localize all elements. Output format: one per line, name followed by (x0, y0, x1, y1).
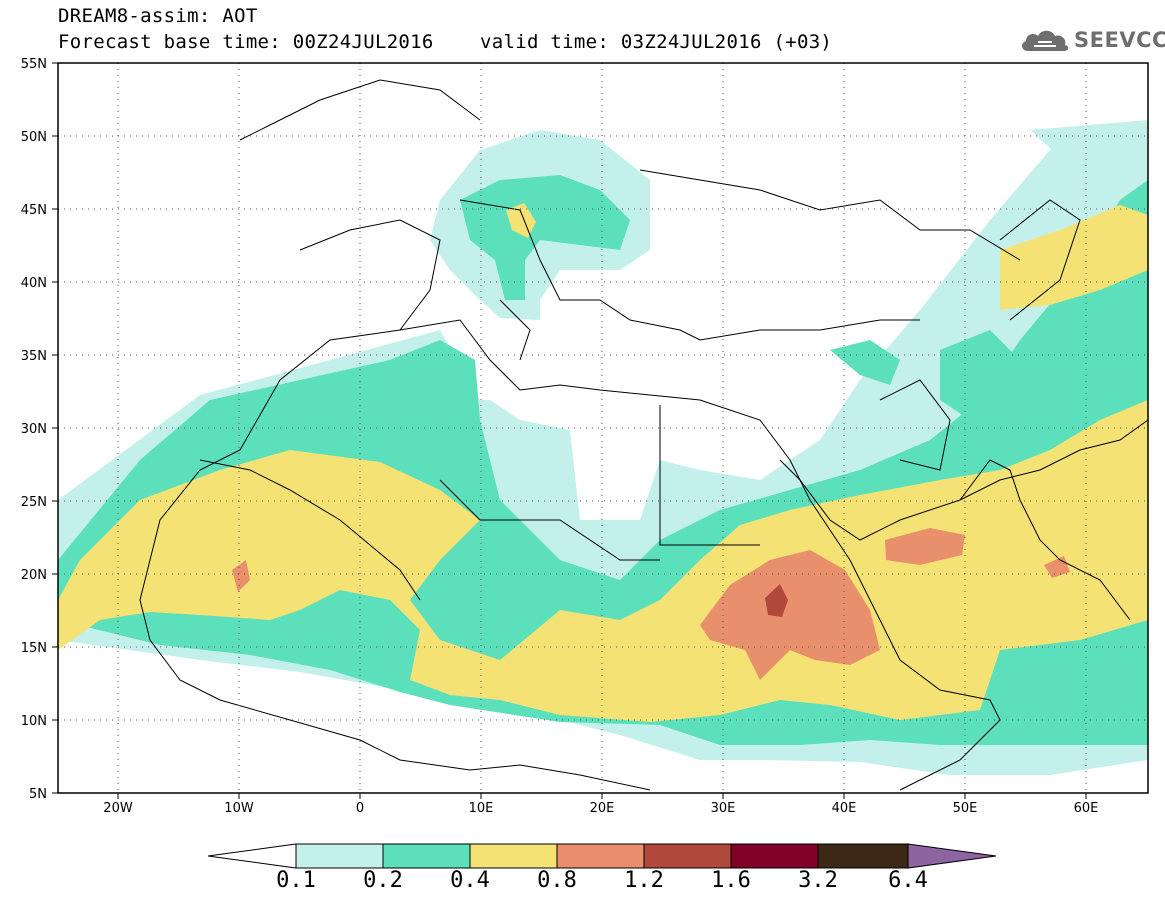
aot-band-0.8 (232, 528, 1070, 680)
aot-band-1.2 (765, 584, 788, 617)
seevccc-logo: SEEVCCC (1018, 24, 1165, 56)
lon-axis: 20W 10W 0 10E 20E 30E 40E 50E 60E (103, 801, 1098, 816)
lat-label: 45N (21, 203, 47, 218)
lon-label: 30E (711, 801, 736, 816)
colorbar-swatch (643, 843, 732, 869)
lat-label: 40N (21, 276, 47, 291)
colorbar-label: 0.8 (537, 868, 577, 893)
valid-time: valid time: 03Z24JUL2016 (+03) (480, 31, 833, 53)
lat-label: 35N (21, 349, 47, 364)
coastlines (139, 79, 1148, 791)
colorbar-swatch (817, 843, 909, 869)
aot-contour-fill (58, 120, 1148, 790)
lon-label: 10W (224, 801, 254, 816)
lat-label: 5N (29, 787, 47, 802)
lat-label: 50N (21, 130, 47, 145)
colorbar-swatch (382, 843, 471, 869)
lon-ticks (117, 793, 1087, 799)
colorbar-label: 1.2 (624, 868, 664, 893)
lat-label: 15N (21, 641, 47, 656)
lon-label: 10E (469, 801, 494, 816)
colorbar-label: 0.1 (276, 868, 316, 893)
colorbar-swatch (556, 843, 645, 869)
aot-clear-areas (58, 380, 740, 790)
lon-label: 20W (103, 801, 133, 816)
lon-label: 20E (590, 801, 615, 816)
lat-label: 10N (21, 714, 47, 729)
lon-label: 0 (356, 801, 364, 816)
colorbar-swatch (295, 843, 384, 869)
lat-ticks (52, 62, 58, 794)
colorbar-label: 1.6 (711, 868, 751, 893)
lon-label: 60E (1074, 801, 1099, 816)
lon-label: 50E (953, 801, 978, 816)
lat-label: 20N (21, 568, 47, 583)
colorbar (207, 843, 997, 869)
colorbar-label: 0.4 (450, 868, 490, 893)
colorbar-label: 6.4 (888, 868, 928, 893)
colorbar-label: 0.2 (363, 868, 403, 893)
colorbar-over-arrow (907, 843, 997, 869)
colorbar-label: 3.2 (798, 868, 838, 893)
colorbar-swatch (469, 843, 558, 869)
cloud-icon (1022, 30, 1069, 51)
forecast-base-time: Forecast base time: 00Z24JUL2016 (58, 31, 434, 53)
colorbar-under-arrow (207, 843, 297, 869)
colorbar-swatch (730, 843, 819, 869)
logo-text: SEEVCCC (1074, 28, 1165, 52)
lat-label: 55N (21, 57, 47, 72)
lon-label: 40E (832, 801, 857, 816)
map-title: DREAM8-assim: AOT (58, 5, 258, 27)
lat-label: 25N (21, 495, 47, 510)
lat-axis: 55N 50N 45N 40N 35N 30N 25N 20N 15N 10N … (21, 57, 47, 802)
lat-label: 30N (21, 422, 47, 437)
